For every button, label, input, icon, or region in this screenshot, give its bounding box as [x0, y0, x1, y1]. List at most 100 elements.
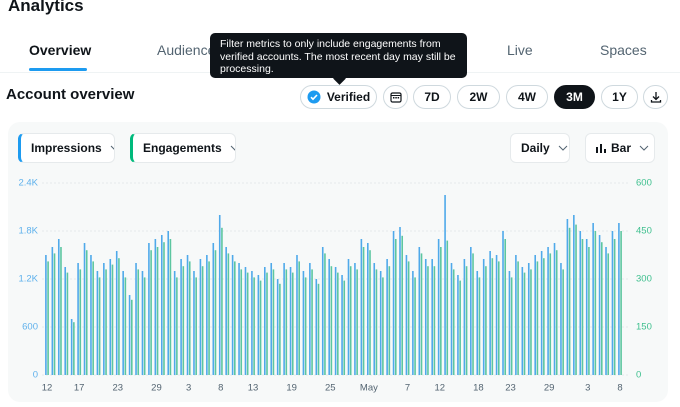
bar	[476, 271, 479, 375]
bar	[135, 263, 137, 375]
bar	[206, 255, 208, 375]
bar	[167, 231, 170, 375]
calendar-button[interactable]	[383, 85, 408, 109]
bar	[598, 235, 601, 375]
bar	[382, 277, 384, 375]
bar	[536, 261, 539, 375]
bar	[47, 261, 49, 375]
style-dropdown[interactable]: Bar	[585, 133, 655, 163]
bar	[373, 263, 376, 375]
bar	[489, 251, 491, 375]
bar	[150, 250, 152, 375]
bar	[465, 266, 468, 375]
bar	[270, 263, 273, 375]
bar	[45, 255, 47, 375]
tab[interactable]: Audience	[157, 42, 216, 58]
bar	[549, 253, 552, 375]
bar	[566, 219, 569, 375]
time-range-button[interactable]: 7D	[413, 85, 451, 109]
bar	[367, 243, 369, 375]
bar	[279, 283, 281, 375]
bar	[401, 235, 404, 375]
bar	[176, 277, 178, 375]
verified-filter[interactable]: Verified	[300, 85, 377, 109]
bar	[491, 258, 494, 375]
bar	[472, 253, 474, 375]
bar	[257, 275, 260, 375]
bar	[575, 224, 577, 375]
tooltip: Filter metrics to only include engagemen…	[210, 33, 467, 78]
metric-dropdown[interactable]: Engagements	[130, 133, 236, 163]
bar	[585, 239, 588, 375]
bar	[521, 267, 524, 375]
bar	[341, 275, 343, 375]
bar	[143, 277, 146, 375]
bar	[337, 272, 339, 375]
bar	[321, 247, 324, 375]
bar	[431, 259, 433, 375]
y2-tick-label: 0	[636, 370, 641, 381]
time-range-button[interactable]: 4W	[506, 85, 548, 109]
bar	[73, 322, 75, 375]
bar	[218, 215, 221, 375]
bar	[613, 239, 616, 375]
bar	[240, 269, 243, 375]
bar	[497, 261, 500, 375]
bar	[302, 271, 305, 375]
bar	[304, 277, 307, 375]
time-range-button[interactable]: 1Y	[601, 85, 638, 109]
bar	[148, 243, 150, 375]
bar	[169, 239, 172, 375]
bar	[285, 269, 288, 375]
bar	[375, 269, 378, 375]
bar	[315, 279, 318, 375]
bar	[343, 280, 346, 375]
bar	[246, 272, 249, 375]
bar	[66, 272, 69, 375]
bar	[356, 269, 358, 375]
bar	[360, 239, 363, 375]
bar	[118, 258, 120, 375]
bar	[98, 277, 101, 375]
time-range-button[interactable]: 2W	[457, 85, 500, 109]
bar	[388, 266, 391, 375]
bar	[201, 266, 204, 375]
bar	[482, 259, 485, 375]
bar	[186, 255, 189, 375]
bar	[607, 253, 610, 375]
bar	[405, 255, 408, 375]
bar	[130, 299, 133, 375]
bar	[156, 247, 159, 375]
y2-tick-label: 300	[636, 274, 652, 285]
bar	[141, 271, 144, 375]
bar	[440, 247, 442, 375]
metric-dropdown[interactable]: Impressions	[18, 133, 115, 163]
bar	[347, 259, 350, 375]
bar	[611, 231, 614, 375]
bar	[399, 227, 401, 375]
tab[interactable]: Live	[507, 42, 533, 58]
bar	[485, 266, 487, 375]
bar	[283, 263, 285, 375]
y2-tick-label: 450	[636, 226, 652, 237]
bar	[420, 253, 423, 375]
bar	[433, 266, 436, 375]
interval-dropdown[interactable]: Daily	[510, 133, 570, 163]
bar	[253, 277, 255, 375]
bar	[60, 247, 62, 375]
bar	[234, 261, 236, 375]
download-button[interactable]	[643, 85, 668, 109]
bar	[221, 227, 223, 375]
time-range-button[interactable]: 3M	[554, 85, 595, 109]
x-tick-label: 13	[248, 383, 259, 394]
bar	[579, 231, 582, 375]
bar	[540, 251, 543, 375]
bar	[414, 277, 416, 375]
tab[interactable]: Spaces	[600, 42, 647, 58]
tab[interactable]: Overview	[29, 42, 92, 58]
legend-label: Impressions	[31, 141, 102, 155]
bar	[180, 259, 182, 375]
bar	[530, 269, 532, 375]
bar	[568, 227, 571, 375]
bar	[618, 223, 620, 375]
